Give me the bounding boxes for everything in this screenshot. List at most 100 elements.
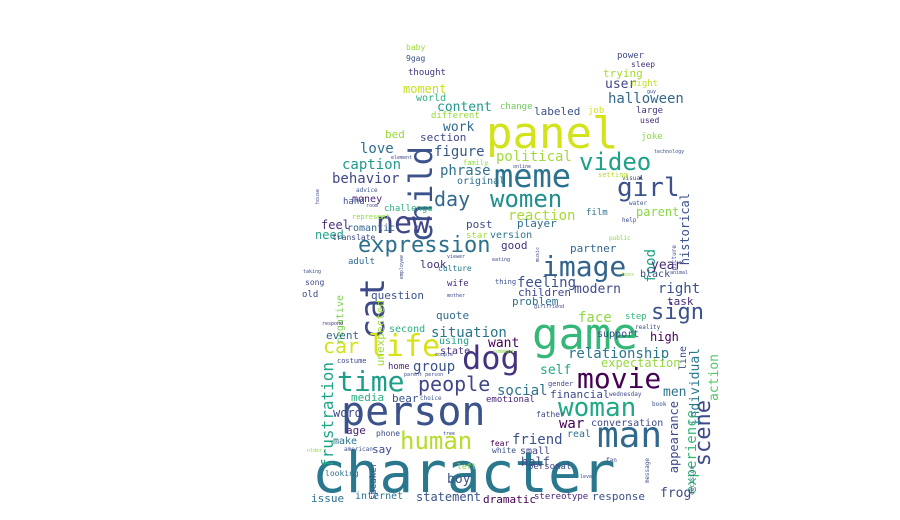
word-translate: translate (332, 233, 376, 242)
word-labeled: labeled (534, 105, 581, 118)
word-reaction: reaction (508, 208, 576, 224)
word-eating: eating (492, 257, 511, 263)
word-power: power (617, 51, 645, 61)
word-level: level (580, 474, 596, 480)
word-large: large (636, 106, 664, 116)
word-halloween: halloween (608, 91, 684, 107)
word-book: book (652, 401, 667, 408)
word-content: content (437, 100, 492, 115)
word-parent-person: parent person (404, 372, 444, 378)
word-message: message (644, 458, 651, 484)
word-bed: bed (385, 128, 405, 141)
word-stereotype: stereotype (534, 492, 589, 502)
word-speaker: speaker (369, 462, 379, 500)
word-group: group (413, 359, 456, 375)
word-unexpected: unexpected (374, 300, 387, 367)
word-feel: feel (321, 218, 350, 232)
word-picture: picture (671, 245, 678, 271)
word-couple: couple (435, 352, 454, 358)
word-event: event (326, 329, 360, 342)
word-girlfriend: girlfriend (534, 304, 565, 310)
word-room: room (366, 203, 379, 209)
word-frog: frog (660, 486, 692, 501)
word-meme: meme (494, 157, 572, 195)
word-appearance: appearance (667, 401, 681, 474)
word-advice: advice (356, 187, 378, 194)
word-black: black (640, 269, 671, 280)
word-historical: historical (678, 193, 692, 266)
word-day: day (434, 187, 471, 211)
word-situation: situation (431, 325, 507, 341)
word-small: small (520, 446, 551, 457)
word-star: star (466, 231, 488, 241)
word-half: half (521, 455, 550, 469)
word-money: money (352, 194, 383, 205)
word-bear: bear (392, 392, 419, 405)
word-adult: adult (348, 257, 376, 267)
word-fan: fan (606, 457, 617, 464)
word-wife: wife (447, 279, 469, 289)
word-girl: girl (617, 173, 680, 203)
word-film: film (586, 208, 608, 218)
word-character: character (312, 441, 616, 506)
word-expectation: expectation (601, 356, 681, 370)
word-baby: baby (406, 43, 426, 52)
word-problem: problem (512, 295, 559, 308)
word-media: media (351, 391, 385, 404)
word-love: love (360, 141, 394, 157)
word-boss: boss (622, 272, 635, 278)
word-mother: mother (447, 293, 466, 299)
word-job: job (588, 106, 605, 116)
word-setting: setting (598, 171, 628, 179)
word-animal: animal (670, 270, 689, 276)
word-thing: thing (495, 278, 517, 286)
word-song: song (305, 278, 325, 287)
word-women: women (490, 185, 563, 213)
word-using: using (439, 336, 470, 347)
word-world: world (416, 93, 447, 104)
word-taking: taking (303, 269, 322, 275)
word-human: human (400, 427, 473, 455)
word-water: water (629, 200, 648, 207)
word-quote: quote (436, 309, 470, 322)
word-movie: movie (577, 362, 662, 395)
word-costume: costume (337, 357, 367, 365)
word-public: public (609, 235, 631, 242)
word-war: war (559, 416, 585, 432)
word-real: real (567, 429, 592, 440)
word-reality: reality (635, 324, 661, 331)
word-used: used (640, 116, 660, 125)
word-looking: looking (325, 469, 359, 478)
word-good: good (501, 239, 528, 252)
word-joke: joke (641, 132, 663, 142)
word-9gag: 9gag (406, 54, 426, 63)
word-guy: guy (647, 89, 657, 95)
word-old: old (302, 290, 319, 300)
word-challenge: challenge (384, 204, 433, 214)
word-wednesday: wednesday (609, 391, 642, 398)
word-task: task (667, 295, 694, 308)
word-emotional: emotional (486, 395, 535, 405)
word-boy: boy (447, 472, 471, 487)
word-self: self (540, 363, 572, 378)
word-help: help (622, 217, 637, 224)
word-hand: hand (343, 197, 365, 207)
word-behavior: behavior (332, 171, 400, 187)
word-visual: visual (622, 175, 644, 182)
word-word: word (333, 406, 362, 420)
word-game: game (532, 309, 638, 360)
word-political: political (496, 149, 572, 165)
word-post: post (466, 218, 493, 231)
word-sign: sign (651, 300, 704, 325)
word-romantic: romantic (347, 223, 396, 234)
word-represent: represent (352, 213, 390, 221)
word-dog: dog (462, 339, 520, 377)
word-men: men (663, 385, 687, 400)
word-white: white (492, 446, 517, 455)
word-issue: issue (311, 492, 345, 505)
word-image: image (542, 250, 627, 283)
word-say: say (372, 443, 392, 456)
word-thought: thought (408, 68, 446, 78)
word-older: older (307, 448, 323, 454)
word-video: video (579, 148, 652, 176)
